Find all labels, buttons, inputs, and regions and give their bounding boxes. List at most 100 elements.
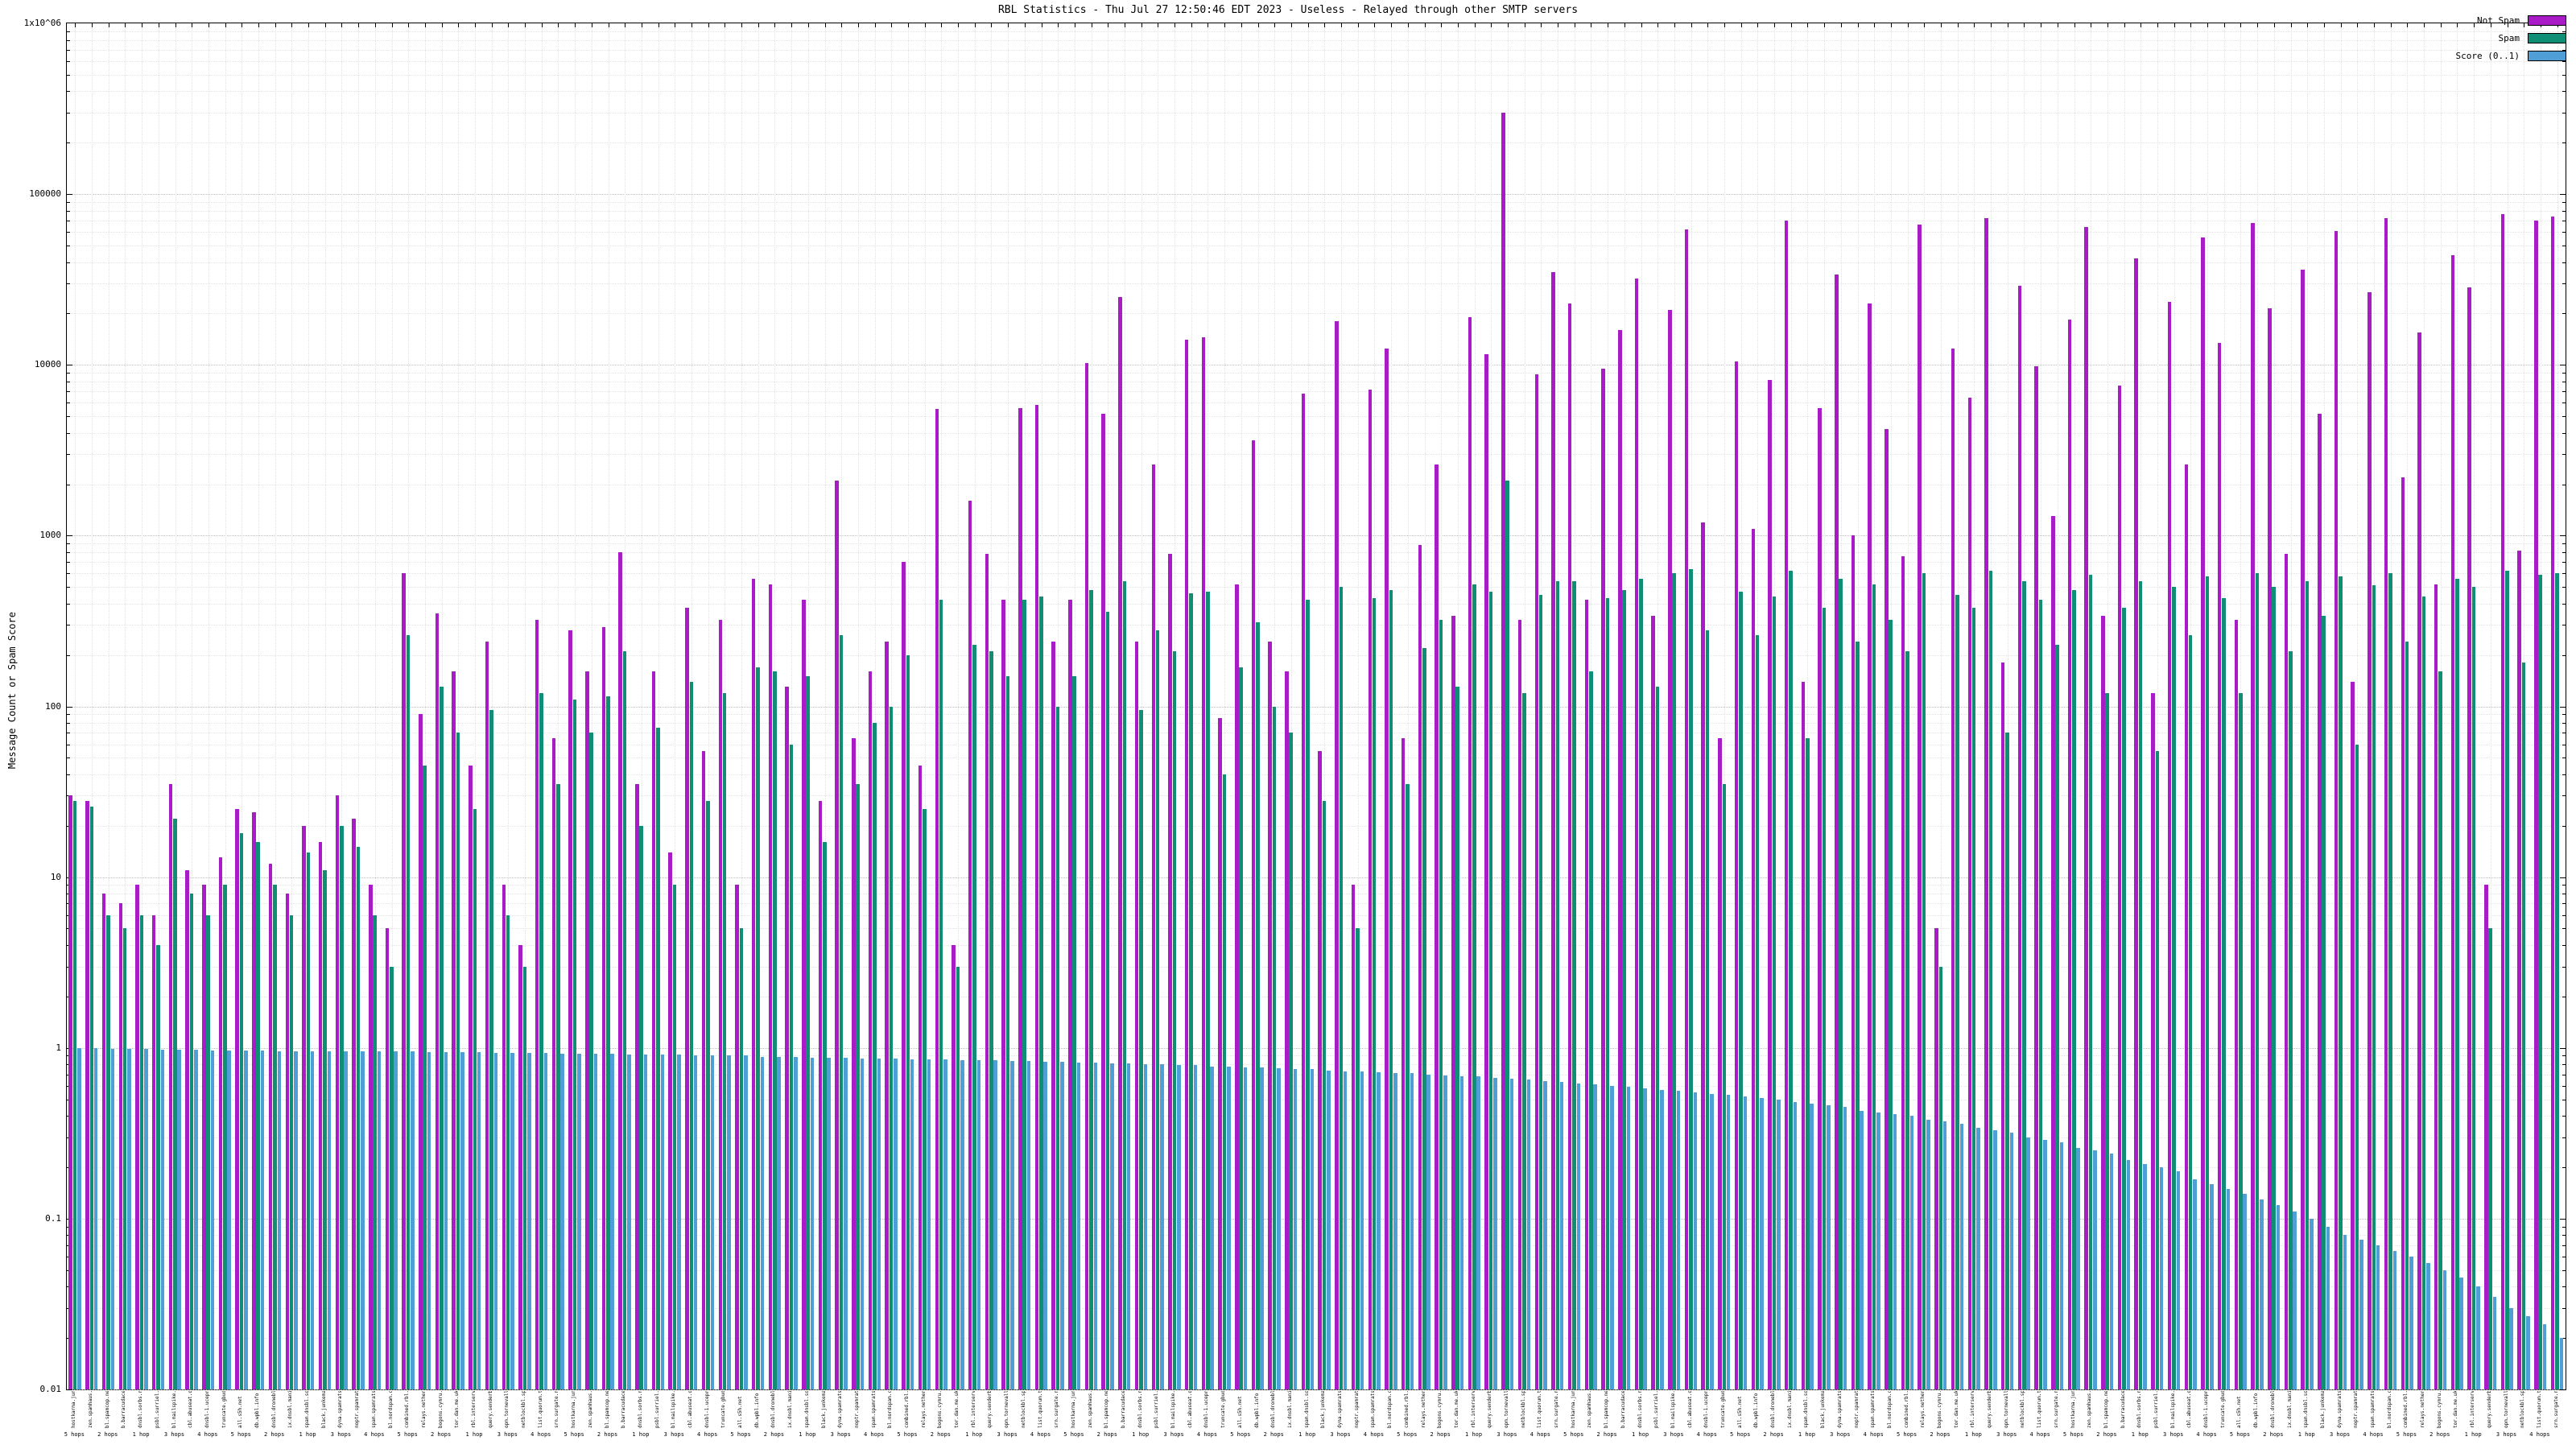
y-tick xyxy=(67,1307,70,1309)
x-tick-label: noptr.spamrats.com xyxy=(354,1391,361,1428)
bar-not-spam xyxy=(2301,270,2305,1389)
x-tick-label: black.junkemailfilter.com xyxy=(820,1391,827,1428)
y-tick xyxy=(2562,31,2566,32)
x-tick xyxy=(1341,23,1343,27)
y-tick xyxy=(67,1167,70,1169)
legend-row: Not Spam xyxy=(2456,11,2566,29)
y-tick xyxy=(67,402,70,404)
bar-not-spam xyxy=(952,945,956,1389)
y-tick xyxy=(67,262,70,263)
bar-not-spam xyxy=(419,714,423,1389)
x-tick xyxy=(2207,23,2209,27)
bar-score xyxy=(2276,1205,2281,1389)
x-sublabel: 2 hops xyxy=(597,1431,618,1438)
x-tick-label: dnsbl.sorbs.net xyxy=(138,1391,144,1428)
x-tick-label: bogons.cymru.com xyxy=(437,1391,444,1428)
x-tick xyxy=(774,23,776,27)
x-tick-label: b.barracudacentral.org xyxy=(2120,1391,2126,1428)
bar-score xyxy=(1210,1066,1214,1389)
x-tick-label: zen.spamhaus.org xyxy=(2087,1391,2093,1428)
gridline-h xyxy=(67,313,2566,315)
x-tick xyxy=(1224,23,1226,27)
x-tick xyxy=(758,23,759,27)
y-tick xyxy=(2562,313,2566,315)
x-tick-label: all.s5h.net xyxy=(1736,1396,1743,1428)
bar-score xyxy=(1543,1080,1547,1389)
y-tick xyxy=(67,1269,70,1271)
x-sublabel: 5 hops xyxy=(2229,1431,2251,1438)
x-tick-label: srn.surgate.net xyxy=(1554,1391,1560,1428)
gridline-h xyxy=(67,201,2566,203)
y-tick xyxy=(67,928,70,930)
bar-spam xyxy=(72,800,77,1389)
x-tick xyxy=(575,23,576,27)
x-tick xyxy=(2157,23,2158,27)
x-sublabel: 3 hops xyxy=(2163,1431,2184,1438)
x-tick xyxy=(924,23,926,27)
bar-not-spam xyxy=(1118,296,1122,1389)
x-tick-label: query.senderbase.org xyxy=(2486,1391,2492,1428)
bar-score xyxy=(1160,1064,1164,1389)
y-tick xyxy=(67,903,70,905)
x-tick xyxy=(1357,23,1359,27)
bar-not-spam xyxy=(368,885,373,1389)
x-tick xyxy=(708,23,709,27)
bar-score xyxy=(976,1059,981,1389)
bar-score xyxy=(710,1055,715,1389)
bar-score xyxy=(377,1051,382,1389)
bar-spam xyxy=(1805,738,1810,1389)
x-tick-label: black.junkemailfilter.com xyxy=(1320,1391,1327,1428)
bar-spam xyxy=(2505,571,2509,1389)
bar-spam xyxy=(1022,600,1026,1389)
bar-not-spam xyxy=(835,481,839,1389)
gridline-h xyxy=(67,142,2566,144)
x-tick xyxy=(741,23,743,27)
bar-spam xyxy=(1955,594,1959,1389)
x-sublabel: 3 hops xyxy=(663,1431,684,1438)
x-tick-label: dnsbl.dronebl.org xyxy=(2269,1391,2276,1428)
x-tick-label: opm.tornevall.org xyxy=(504,1391,510,1428)
bar-spam xyxy=(1922,573,1926,1389)
bar-score xyxy=(593,1054,598,1389)
gridline-h xyxy=(67,774,2566,775)
gridline-h xyxy=(67,825,2566,827)
bar-spam xyxy=(2438,671,2442,1389)
bar-score xyxy=(2176,1170,2181,1389)
bar-spam xyxy=(1289,733,1294,1389)
bar-spam xyxy=(739,928,744,1389)
bar-score xyxy=(460,1052,464,1389)
x-tick xyxy=(258,23,259,27)
gridline-h xyxy=(67,1286,2566,1288)
x-sublabel: 4 hops xyxy=(2529,1431,2550,1438)
x-tick xyxy=(2174,23,2175,27)
x-tick-label: rbl.interserver.net xyxy=(2470,1391,2476,1428)
x-tick xyxy=(841,23,843,27)
bar-score xyxy=(1043,1061,1047,1389)
x-tick-label: all.s5h.net xyxy=(237,1396,244,1428)
x-tick-label: b.barracudacentral.org xyxy=(621,1391,627,1428)
gridline-v xyxy=(225,23,226,1389)
x-tick xyxy=(525,23,526,27)
bar-spam xyxy=(1772,597,1777,1389)
bar-score xyxy=(1793,1102,1798,1389)
bar-score xyxy=(810,1057,815,1389)
x-sublabel: 1 hop xyxy=(1132,1431,1150,1438)
bar-spam xyxy=(772,671,777,1389)
x-tick-label: query.senderbase.org xyxy=(1487,1391,1493,1428)
bar-spam xyxy=(873,723,877,1389)
x-sublabel: 3 hops xyxy=(830,1431,851,1438)
gridline-h xyxy=(67,543,2566,545)
x-sublabel: 3 hops xyxy=(1830,1431,1851,1438)
x-tick-label: noptr.spamrats.com xyxy=(1353,1391,1360,1428)
bar-spam xyxy=(2172,587,2176,1389)
x-tick-label: combined.rbl.msrbl.net xyxy=(404,1391,411,1428)
x-tick-label: bogons.cymru.com xyxy=(2436,1391,2442,1428)
bar-spam xyxy=(2021,581,2026,1389)
bar-spam xyxy=(1538,594,1543,1389)
bar-spam xyxy=(1938,966,1943,1389)
legend-swatch xyxy=(2528,14,2566,26)
x-sublabel: 2 hops xyxy=(763,1431,785,1438)
bar-score xyxy=(1676,1091,1681,1389)
x-tick-label: rbl.interserver.net xyxy=(470,1391,477,1428)
x-sublabel: 4 hops xyxy=(863,1431,885,1438)
